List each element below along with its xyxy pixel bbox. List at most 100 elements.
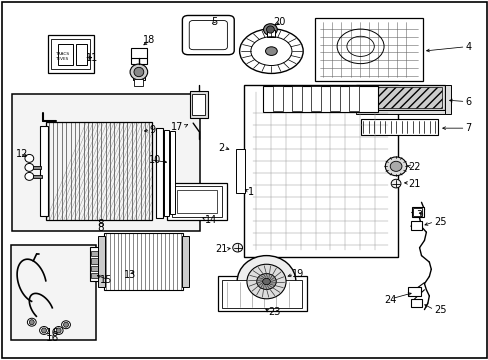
Bar [329,86,339,111]
Text: TRACS: TRACS [55,52,69,56]
Bar [410,299,421,307]
Bar [266,30,275,37]
Ellipse shape [262,278,270,285]
Bar [315,18,422,81]
Bar [217,276,306,311]
Ellipse shape [25,154,34,162]
Ellipse shape [256,274,276,289]
Bar [177,190,217,213]
Bar [91,266,98,271]
Ellipse shape [390,179,400,188]
Text: 13: 13 [123,270,136,280]
Ellipse shape [263,24,277,35]
Bar [155,128,163,218]
Bar [222,280,301,308]
Bar [355,85,444,110]
Bar [358,87,441,108]
Text: 16: 16 [46,328,60,338]
Bar [91,273,98,278]
Bar [46,122,151,220]
Text: 20: 20 [273,17,285,27]
Bar [48,35,94,73]
Ellipse shape [63,322,68,327]
Text: 4: 4 [465,42,471,52]
Bar [51,39,90,69]
Bar [263,86,377,112]
Ellipse shape [25,172,34,180]
Ellipse shape [266,26,274,33]
Text: 5: 5 [211,17,217,27]
Bar [11,245,96,340]
Ellipse shape [27,318,36,326]
Bar [410,221,421,230]
Ellipse shape [265,47,277,55]
Bar [167,183,226,220]
Ellipse shape [389,161,401,171]
Bar [444,85,450,114]
Text: 22: 22 [407,162,420,172]
Bar [170,131,175,214]
Bar [411,207,423,217]
Bar [360,119,437,135]
Text: 15: 15 [100,275,113,285]
Ellipse shape [54,327,63,334]
Ellipse shape [232,243,242,252]
Bar [131,48,146,64]
Bar [189,91,208,118]
Bar [40,126,48,216]
Text: 16: 16 [46,333,60,343]
Bar [348,86,358,111]
Bar [172,186,222,217]
Bar [407,287,420,296]
Bar [243,85,397,257]
Ellipse shape [40,327,48,334]
Bar [90,247,99,281]
Bar [91,258,98,264]
Text: 1: 1 [248,186,254,197]
Bar [236,149,244,193]
Text: 19: 19 [292,269,304,279]
Text: 8: 8 [97,219,103,229]
Bar [182,236,188,287]
Bar [355,110,444,114]
Bar [33,175,42,178]
Ellipse shape [25,163,34,171]
Bar [98,236,104,287]
Text: 18: 18 [142,35,155,45]
Bar [134,79,143,86]
Text: 17: 17 [171,122,183,132]
Bar [58,44,73,65]
Ellipse shape [41,328,46,333]
Ellipse shape [246,264,285,299]
Text: 11: 11 [85,53,98,63]
Bar [91,251,98,256]
Ellipse shape [61,321,70,329]
Bar [103,233,183,290]
Ellipse shape [56,328,61,333]
Ellipse shape [29,320,34,325]
Bar [33,166,41,169]
Text: 7: 7 [465,123,471,133]
Bar [133,72,145,80]
Bar [291,86,301,111]
Text: 25: 25 [433,305,446,315]
Bar [76,44,86,65]
Bar [191,94,205,115]
Text: 3: 3 [416,210,422,220]
Ellipse shape [385,157,406,176]
Text: 8: 8 [97,222,103,233]
Bar [310,86,320,111]
Text: 12: 12 [16,149,28,159]
Text: 2: 2 [218,143,224,153]
Ellipse shape [130,64,147,80]
Ellipse shape [134,67,143,77]
Text: 9: 9 [149,125,155,135]
Text: 21: 21 [215,244,227,254]
Text: 14: 14 [205,215,217,225]
Ellipse shape [237,256,295,307]
Text: 25: 25 [433,217,446,228]
Text: 6: 6 [465,96,471,107]
Text: TEVES: TEVES [55,57,69,62]
Bar [12,94,200,231]
Text: 23: 23 [267,307,280,318]
